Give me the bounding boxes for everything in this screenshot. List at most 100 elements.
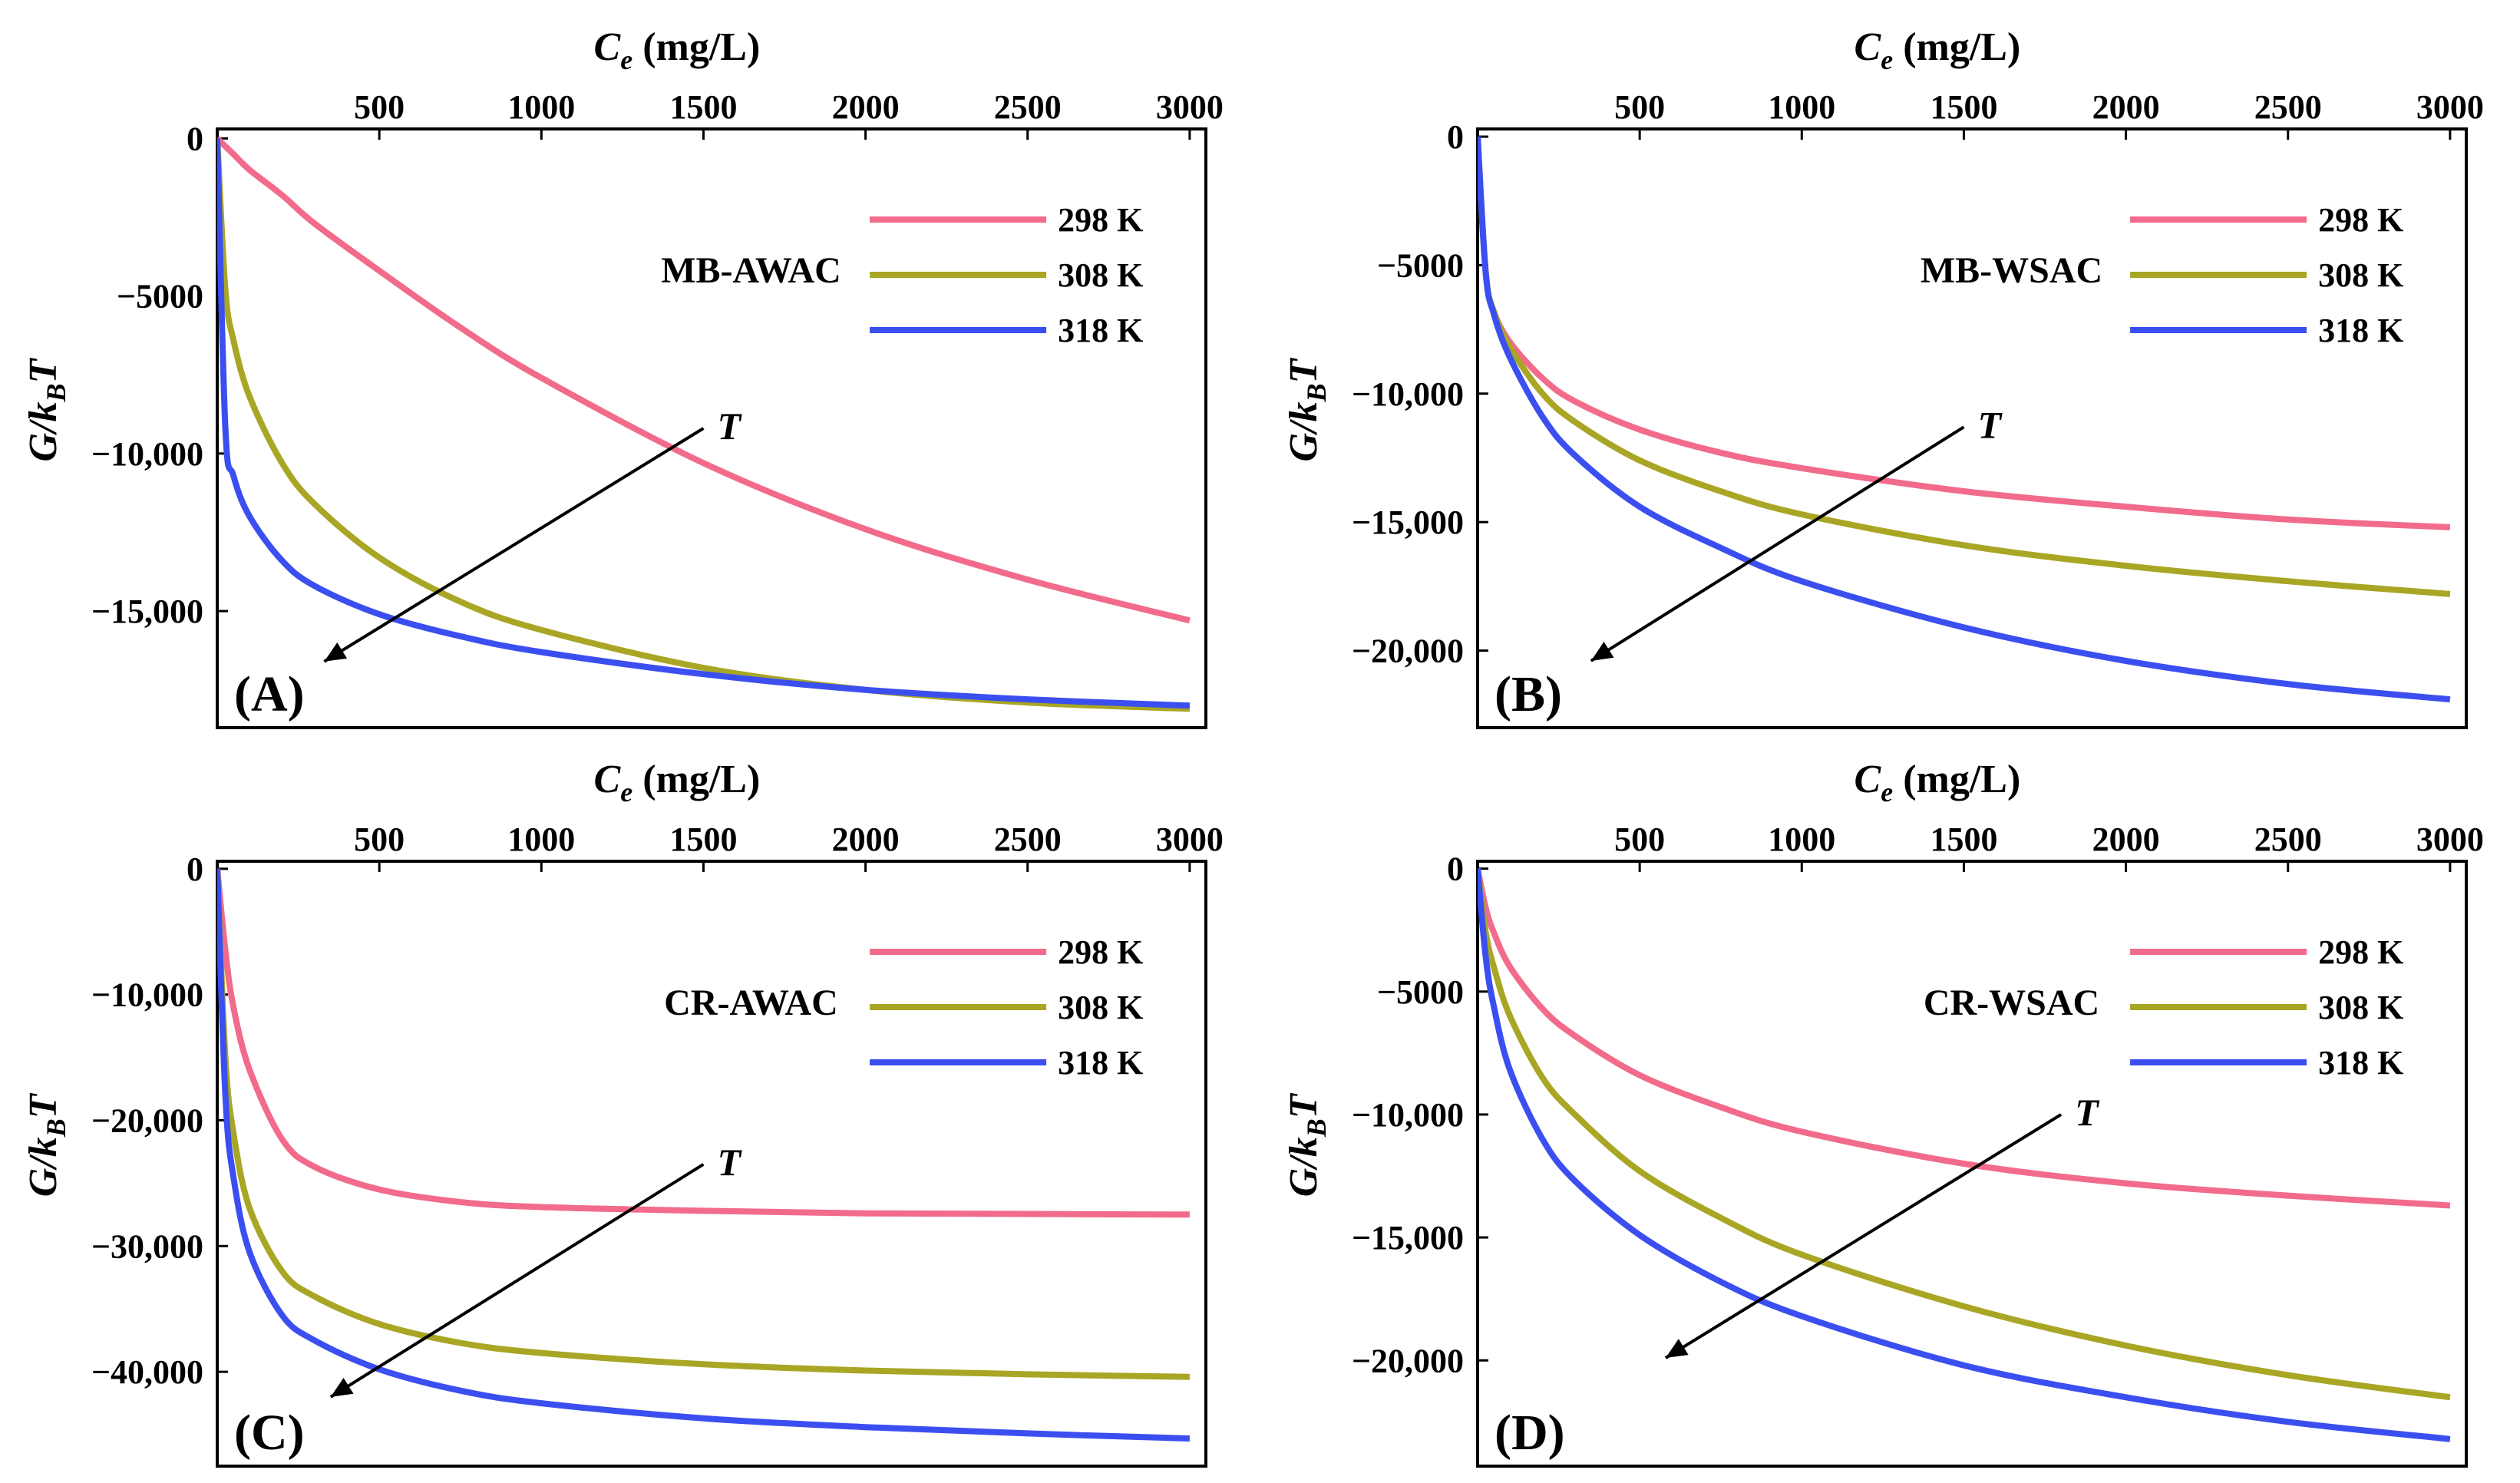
series-line-308k [217, 138, 1191, 712]
legend-label: 298 K [1058, 933, 1143, 971]
y-axis-title: G/kBT [1282, 357, 1332, 461]
plot-frame [216, 860, 1207, 1468]
legend-label: 298 K [2318, 933, 2403, 971]
x-tick-label: 1000 [507, 88, 575, 126]
y-tick-label: −15,000 [1352, 1219, 1464, 1257]
series-line-318k [1478, 868, 2451, 1442]
x-tick-label: 1000 [507, 821, 575, 858]
x-tick-label: 1500 [1930, 88, 1997, 126]
y-tick-label: −10,000 [1352, 375, 1464, 413]
x-tick-label: 3000 [2416, 88, 2484, 126]
x-tick-label: 3000 [1156, 821, 1224, 858]
x-tick-label: 2500 [994, 88, 1062, 126]
x-axis-title-subscript: e [1881, 777, 1893, 808]
x-axis-title-subscript: e [620, 777, 632, 808]
y-tick-label: 0 [1447, 118, 1464, 156]
x-axis-title-unit: (mg/L) [632, 758, 760, 801]
legend-label: 308 K [2318, 989, 2403, 1026]
x-tick-label: 2000 [832, 821, 900, 858]
x-axis-title-symbol: C [1854, 758, 1882, 801]
sample-label: CR-AWAC [664, 983, 838, 1023]
y-tick-label: −20,000 [1352, 633, 1464, 670]
y-tick-label: −20,000 [1352, 1342, 1464, 1379]
y-axis-title-end: T [21, 357, 65, 383]
y-tick-label: −10,000 [91, 435, 203, 473]
y-axis-title-symbol: G/k [21, 1137, 65, 1197]
x-axis-title: Ce (mg/L) [594, 758, 761, 808]
legend-label: 308 K [1058, 989, 1143, 1026]
x-axis-title-subscript: e [1881, 45, 1893, 75]
x-tick-label: 500 [354, 821, 405, 858]
x-axis-title-unit: (mg/L) [1893, 25, 2020, 69]
x-tick-label: 500 [354, 88, 405, 126]
legend-label: 298 K [2318, 201, 2403, 239]
y-axis-title: G/kBT [21, 357, 71, 461]
x-axis-title-symbol: C [1854, 25, 1882, 69]
panel-label: (C) [234, 1405, 305, 1461]
series-line-298k [217, 868, 1190, 1218]
arrow-head [1665, 1339, 1689, 1359]
series-line-318k [217, 138, 1191, 709]
y-axis-title-end: T [1282, 357, 1326, 383]
series-line-308k [1478, 136, 2451, 597]
arrow-label: T [1977, 403, 2003, 446]
x-tick-label: 2000 [2092, 821, 2160, 858]
y-axis-title-end: T [1282, 1092, 1326, 1118]
series-line-308k [1478, 868, 2451, 1401]
plot-frame [216, 127, 1207, 729]
x-tick-label: 500 [1614, 88, 1665, 126]
x-axis-title-unit: (mg/L) [1893, 758, 2020, 801]
x-tick-label: 1500 [1930, 821, 1997, 858]
panel-3: 500 1000 1500 2000 2500 3000 0 −10,000 −20,000 −3… [21, 758, 1224, 1468]
sample-label: MB-AWAC [661, 250, 841, 291]
y-tick-label: −5000 [1377, 973, 1464, 1011]
series-line-298k [217, 136, 1191, 624]
x-tick-label: 500 [1614, 821, 1665, 858]
x-axis-title-symbol: C [594, 25, 622, 69]
y-tick-label: −20,000 [91, 1102, 203, 1139]
x-tick-label: 1000 [1768, 821, 1835, 858]
x-tick-label: 2000 [832, 88, 900, 126]
temperature-arrow [323, 427, 705, 663]
arrow-head [330, 1378, 354, 1397]
legend-label: 318 K [2318, 1044, 2403, 1082]
series-line-308k [217, 868, 1190, 1380]
x-axis-title: Ce (mg/L) [1854, 25, 2021, 75]
temperature-arrow [1590, 425, 1965, 662]
y-tick-label: 0 [1447, 850, 1464, 888]
series-line-318k [217, 868, 1191, 1442]
temperature-arrow [1664, 1113, 2063, 1359]
series-line-298k [1478, 867, 2451, 1209]
y-tick-label: 0 [187, 120, 203, 157]
y-axis-title-symbol: G/k [1282, 1137, 1326, 1197]
x-tick-label: 2000 [2092, 88, 2160, 126]
panel-label: (A) [234, 666, 305, 722]
y-tick-label: −5000 [117, 278, 203, 315]
x-tick-label: 2500 [2254, 821, 2322, 858]
legend-label: 318 K [2318, 312, 2403, 349]
y-axis-title-end: T [21, 1092, 65, 1118]
x-tick-label: 1500 [669, 821, 737, 858]
y-axis-title: G/kBT [21, 1092, 71, 1197]
y-tick-label: −5000 [1377, 246, 1464, 284]
legend-label: 318 K [1058, 312, 1143, 349]
x-tick-label: 1500 [669, 88, 737, 126]
series-line-318k [1478, 136, 2451, 703]
panel-1: 500 1000 1500 2000 2500 3000 0 −5000 −10,000 −15,… [21, 25, 1224, 729]
y-axis-title-subscript: B [1301, 1118, 1332, 1138]
x-axis-title-symbol: C [594, 758, 622, 801]
y-axis-title-subscript: B [41, 1118, 71, 1138]
x-axis-title: Ce (mg/L) [1854, 758, 2021, 808]
x-axis-title: Ce (mg/L) [594, 25, 761, 75]
y-axis-title-subscript: B [1301, 383, 1332, 402]
panel-label: (D) [1494, 1405, 1565, 1461]
y-tick-label: 0 [187, 850, 203, 888]
y-tick-label: −10,000 [1352, 1096, 1464, 1134]
legend-label: 308 K [1058, 256, 1143, 294]
sample-label: MB-WSAC [1921, 250, 2102, 291]
arrow-label: T [2075, 1091, 2100, 1134]
panel-label: (B) [1494, 666, 1562, 722]
arrow-head [1590, 642, 1614, 661]
legend-label: 318 K [1058, 1044, 1143, 1082]
